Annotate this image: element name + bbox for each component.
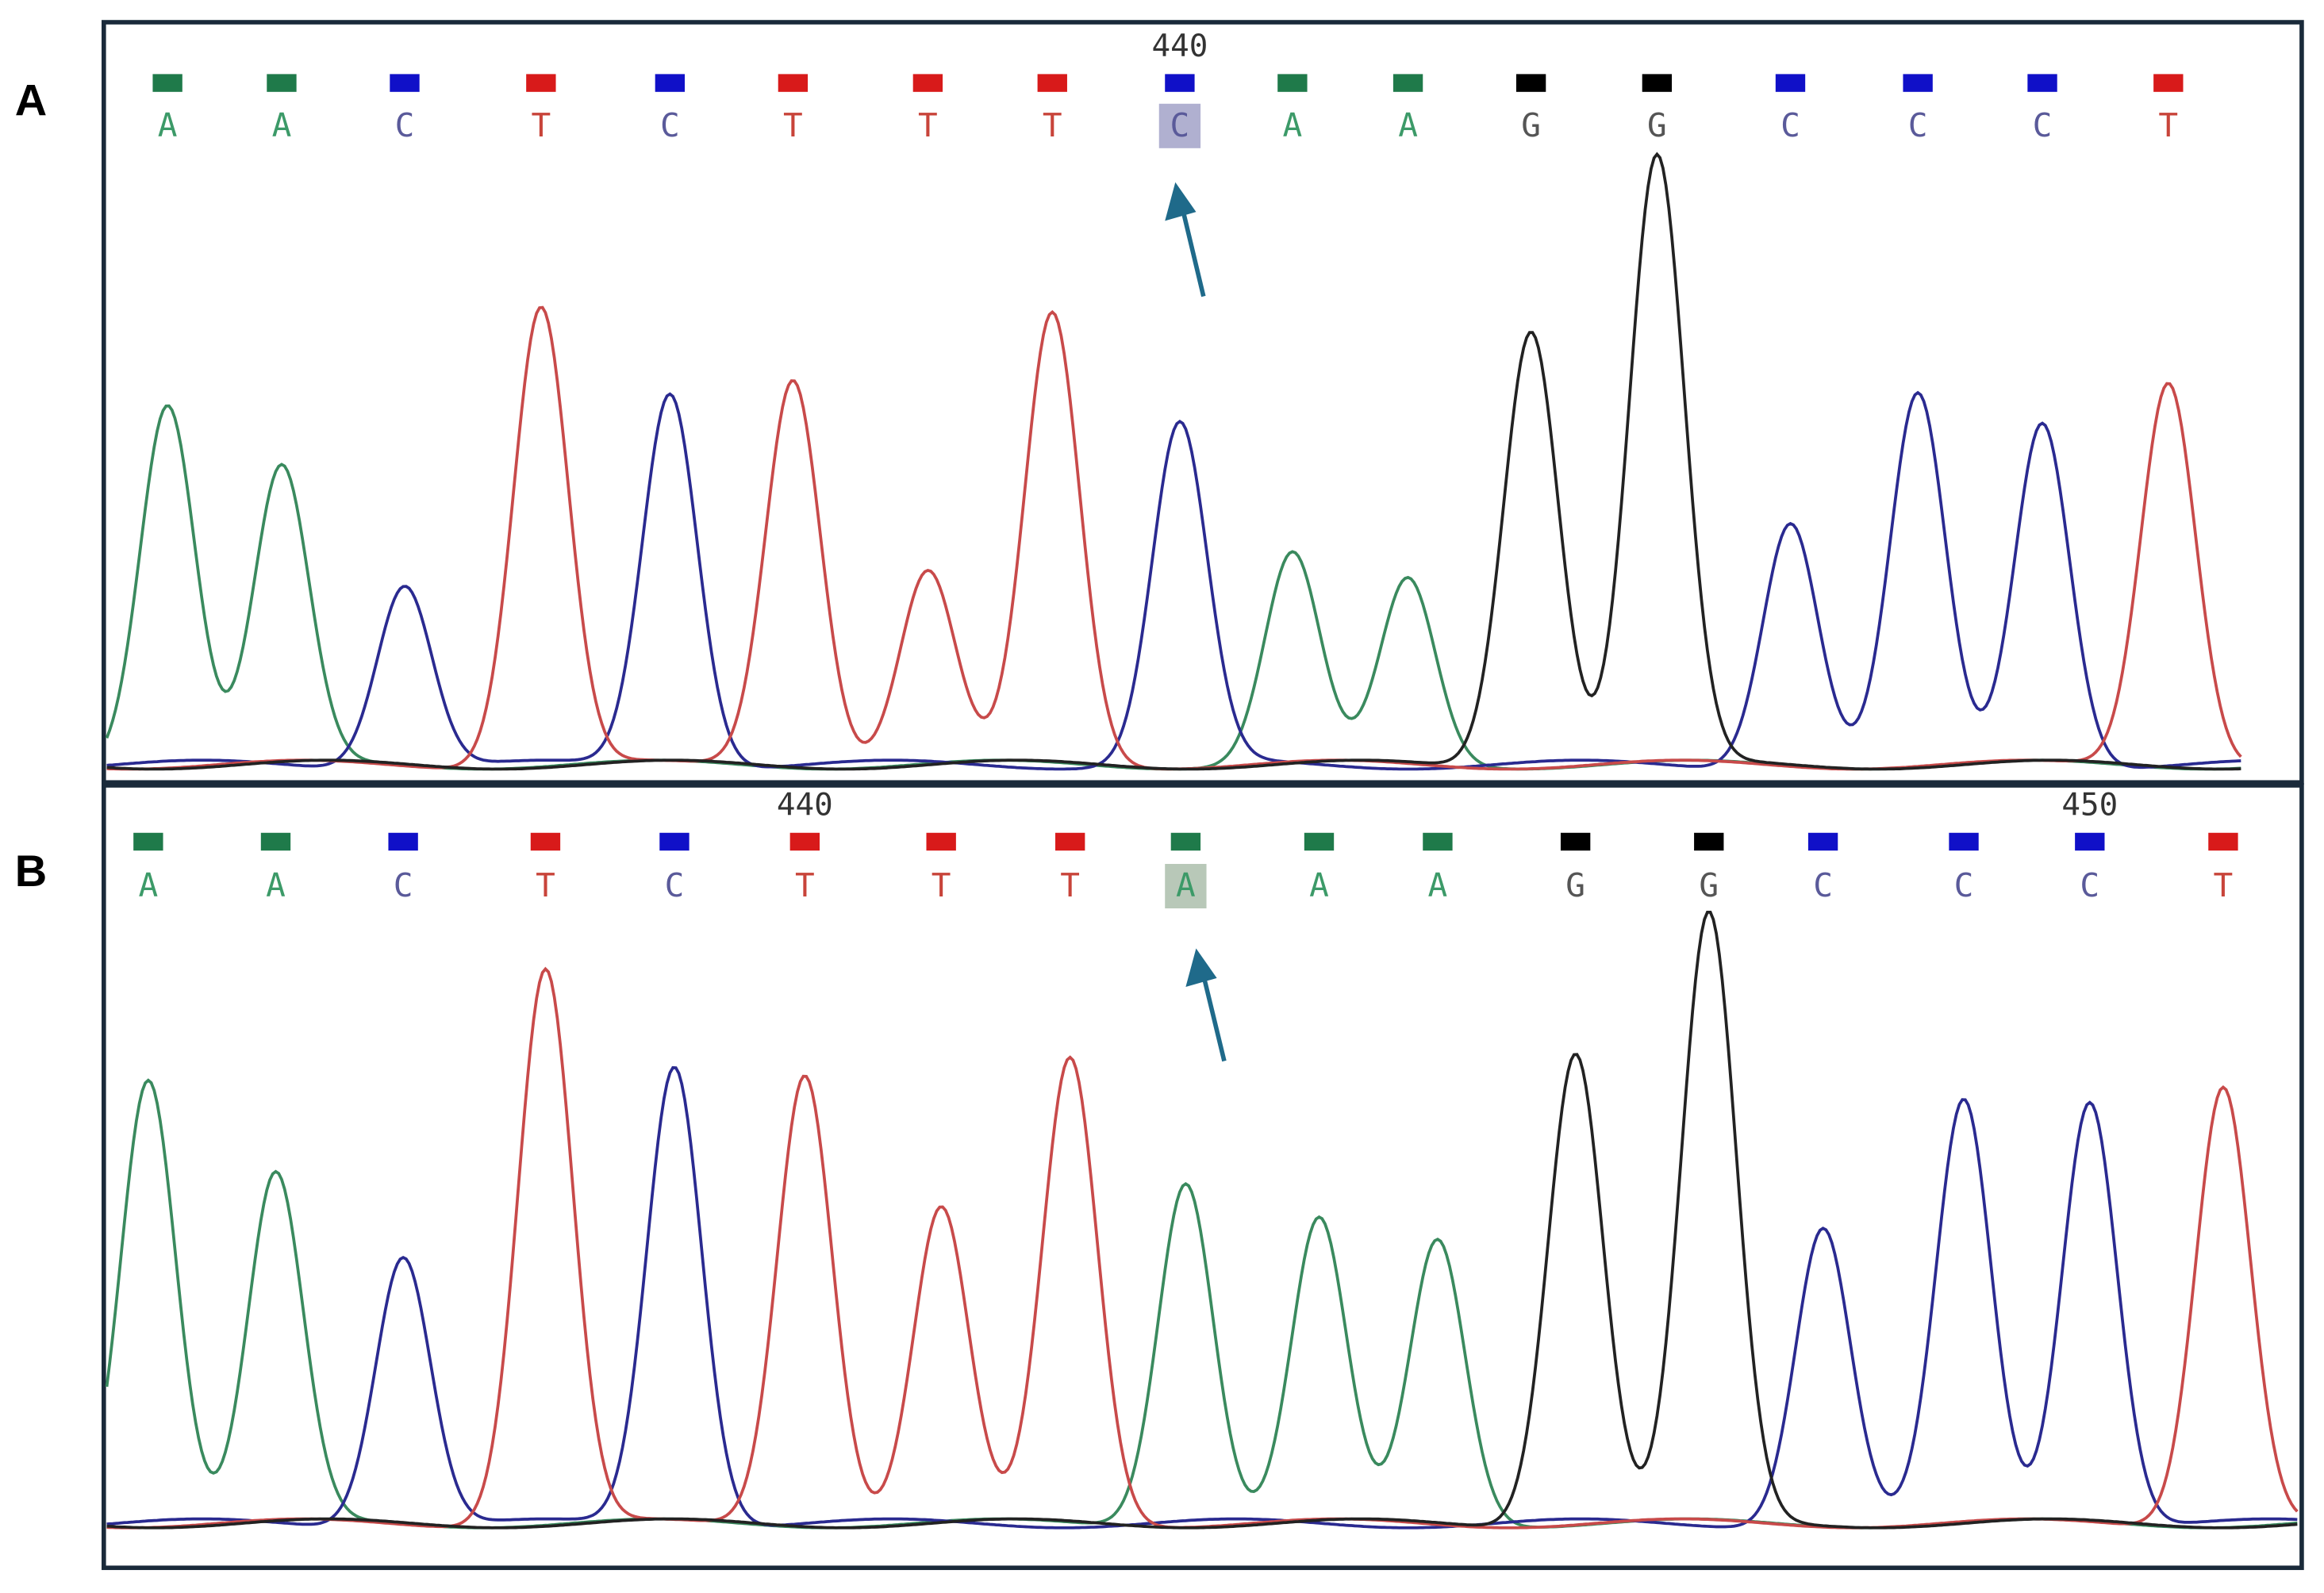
base-letter: C [395, 106, 415, 144]
base-mark [1903, 74, 1933, 92]
base-letter: C [665, 866, 685, 904]
base-mark [526, 74, 556, 92]
trace [106, 390, 2241, 771]
base-letter: T [932, 866, 951, 904]
base-mark [926, 832, 956, 851]
base-mark [789, 832, 820, 851]
base-letter: A [266, 866, 286, 904]
base-letter: A [138, 866, 158, 904]
arrow-head [1185, 948, 1217, 988]
base-letter: A [1309, 866, 1329, 904]
base-mark [1055, 832, 1085, 851]
base-mark [530, 832, 561, 851]
base-mark [2027, 74, 2057, 92]
base-mark [655, 74, 686, 92]
base-letter: G [1565, 866, 1585, 904]
trace [106, 911, 2298, 1530]
base-mark [1515, 74, 1546, 92]
base-letter: C [660, 106, 680, 144]
base-letter: C [1813, 866, 1833, 904]
base-mark [1694, 832, 1724, 851]
base-letter: T [536, 866, 555, 904]
base-mark [1165, 74, 1195, 92]
highlight [1165, 863, 1207, 909]
base-letter: T [795, 866, 815, 904]
base-mark [1642, 74, 1673, 92]
base-mark [1304, 832, 1335, 851]
base-letter: A [1176, 866, 1196, 904]
base-letter: T [2158, 106, 2178, 144]
base-letter: T [1043, 106, 1062, 144]
base-mark [1277, 74, 1308, 92]
arrow-head [1165, 182, 1197, 221]
base-mark [1423, 832, 1453, 851]
position-label: 450 [2061, 787, 2118, 823]
base-mark [152, 74, 182, 92]
base-letter: G [1699, 866, 1719, 904]
base-mark [2153, 74, 2184, 92]
base-letter: T [2214, 866, 2234, 904]
panel-frame [102, 783, 2304, 1571]
base-letter: C [1170, 106, 1190, 144]
base-mark [388, 832, 418, 851]
base-letter: G [1521, 106, 1541, 144]
trace [106, 152, 2241, 771]
base-mark [267, 74, 297, 92]
base-letter: T [531, 106, 551, 144]
base-letter: C [2033, 106, 2053, 144]
base-letter: C [2080, 866, 2099, 904]
base-mark [133, 832, 163, 851]
position-label: 440 [1151, 29, 1208, 64]
base-letter: C [1954, 866, 1974, 904]
base-letter: T [1060, 866, 1080, 904]
panel-frame [102, 20, 2304, 785]
base-letter: A [272, 106, 292, 144]
base-letter: A [1428, 866, 1448, 904]
base-mark [1170, 832, 1201, 851]
base-mark [659, 832, 690, 851]
base-letter: T [918, 106, 938, 144]
base-mark [912, 74, 943, 92]
base-letter: G [1647, 106, 1667, 144]
base-mark [1037, 74, 1067, 92]
base-mark [1949, 832, 1979, 851]
base-mark [778, 74, 809, 92]
base-mark [1775, 74, 1806, 92]
highlight [1158, 103, 1201, 148]
base-letter: T [783, 106, 803, 144]
base-mark [1807, 832, 1838, 851]
position-label: 440 [777, 787, 833, 823]
base-letter: C [1780, 106, 1800, 144]
base-letter: A [1398, 106, 1418, 144]
base-letter: C [1908, 106, 1928, 144]
base-mark [1392, 74, 1423, 92]
base-letter: A [158, 106, 178, 144]
base-letter: C [394, 866, 413, 904]
panel-label: A [15, 75, 47, 125]
panel-label: B [15, 846, 47, 896]
base-mark [390, 74, 420, 92]
base-mark [2208, 832, 2238, 851]
base-mark [1560, 832, 1591, 851]
base-letter: A [1283, 106, 1303, 144]
base-mark [260, 832, 291, 851]
base-mark [2075, 832, 2105, 851]
